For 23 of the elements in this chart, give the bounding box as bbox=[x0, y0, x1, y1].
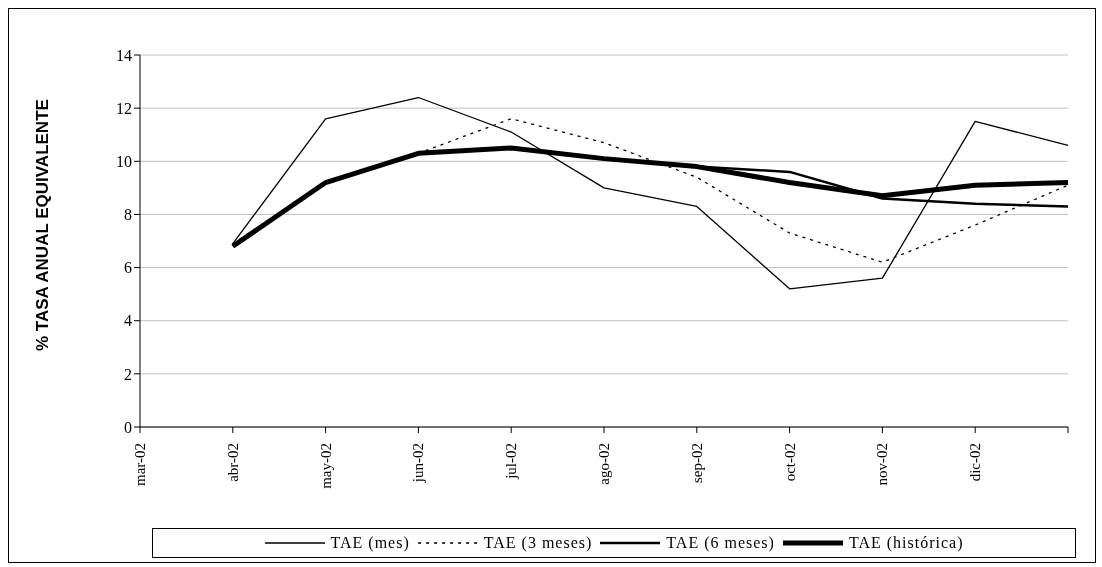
y-tick-label: 8 bbox=[124, 206, 132, 224]
y-axis-title: % TASA ANUAL EQUIVALENTE bbox=[33, 99, 53, 351]
x-tick-label: sep-02 bbox=[688, 443, 705, 483]
y-tick-label: 14 bbox=[116, 46, 132, 64]
legend-label: TAE (6 meses) bbox=[666, 533, 775, 554]
x-tick-label: nov-02 bbox=[874, 443, 891, 486]
y-tick-label: 2 bbox=[124, 365, 132, 383]
y-tick-label: 0 bbox=[124, 418, 132, 436]
y-tick-label: 12 bbox=[116, 99, 132, 117]
legend-label: TAE (mes) bbox=[330, 533, 410, 554]
x-tick-label: mar-02 bbox=[132, 443, 148, 487]
y-tick-label: 4 bbox=[124, 312, 132, 330]
legend-label: TAE (3 meses) bbox=[483, 533, 593, 554]
x-tick-label: dic-02 bbox=[967, 443, 984, 482]
x-tick-label: ago-02 bbox=[596, 443, 612, 485]
y-tick-label: 10 bbox=[116, 152, 132, 170]
x-tick-label: abr-02 bbox=[224, 443, 241, 482]
y-tick-label: 6 bbox=[124, 259, 132, 277]
x-tick-label: oct-02 bbox=[781, 443, 798, 482]
x-tick-label: jun-02 bbox=[410, 443, 427, 484]
x-tick-label: jul-02 bbox=[503, 443, 520, 480]
x-tick-label: may-02 bbox=[317, 443, 334, 489]
legend-label: TAE (histórica) bbox=[848, 533, 964, 554]
